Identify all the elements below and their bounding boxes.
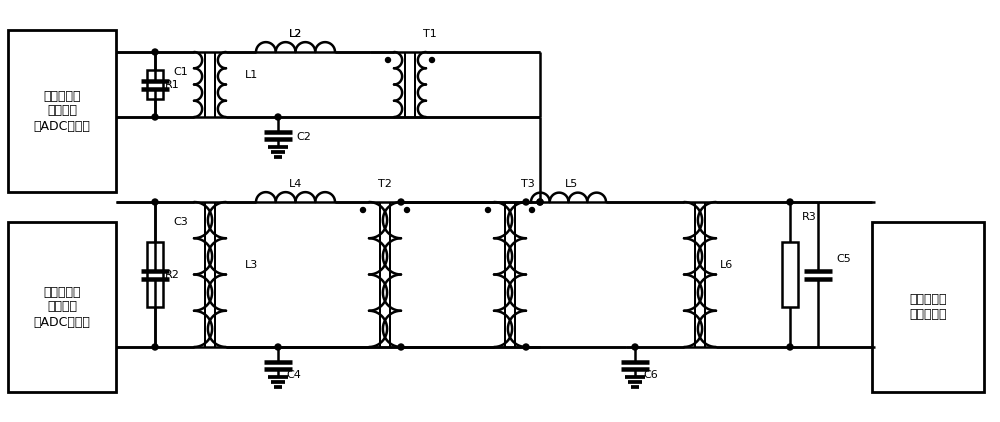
Circle shape xyxy=(152,49,158,55)
Circle shape xyxy=(486,208,490,213)
Text: L2: L2 xyxy=(289,29,302,39)
Text: L2: L2 xyxy=(289,29,302,39)
Circle shape xyxy=(152,344,158,350)
Text: C5: C5 xyxy=(836,254,851,265)
Text: R3: R3 xyxy=(802,212,817,222)
Text: T2: T2 xyxy=(378,179,392,189)
Text: T3: T3 xyxy=(521,179,535,189)
Circle shape xyxy=(523,344,529,350)
Text: L5: L5 xyxy=(564,179,578,189)
Text: 电池管理系
统主控模块: 电池管理系 统主控模块 xyxy=(909,293,947,321)
Bar xyxy=(8,222,116,392)
Circle shape xyxy=(152,199,158,205)
Bar xyxy=(8,30,116,192)
Text: R1: R1 xyxy=(165,79,180,89)
Circle shape xyxy=(398,344,404,350)
Circle shape xyxy=(787,199,793,205)
Circle shape xyxy=(632,344,638,350)
Text: T1: T1 xyxy=(423,29,437,39)
Text: C6: C6 xyxy=(643,370,658,380)
Circle shape xyxy=(360,208,366,213)
Circle shape xyxy=(275,344,281,350)
Bar xyxy=(782,242,798,307)
Bar xyxy=(147,242,163,307)
Text: 电池管理系
统子模块
（ADC单元）: 电池管理系 统子模块 （ADC单元） xyxy=(34,286,90,328)
Text: C2: C2 xyxy=(296,132,311,142)
Text: L4: L4 xyxy=(289,179,302,189)
Text: C3: C3 xyxy=(173,217,188,227)
Text: 电池管理系
统子模块
（ADC单元）: 电池管理系 统子模块 （ADC单元） xyxy=(34,89,90,133)
Bar xyxy=(872,222,984,392)
Text: L6: L6 xyxy=(720,260,733,270)
Circle shape xyxy=(404,208,410,213)
Text: C1: C1 xyxy=(173,67,188,77)
Text: L3: L3 xyxy=(245,260,258,270)
Text: C4: C4 xyxy=(286,370,301,380)
Circle shape xyxy=(430,57,434,62)
Text: L1: L1 xyxy=(245,70,258,79)
Circle shape xyxy=(530,208,534,213)
Circle shape xyxy=(787,344,793,350)
Circle shape xyxy=(523,199,529,205)
Text: R2: R2 xyxy=(165,270,180,279)
Bar xyxy=(147,70,163,99)
Circle shape xyxy=(386,57,390,62)
Circle shape xyxy=(398,199,404,205)
Circle shape xyxy=(152,114,158,120)
Circle shape xyxy=(537,199,543,205)
Circle shape xyxy=(275,114,281,120)
Circle shape xyxy=(537,199,543,205)
